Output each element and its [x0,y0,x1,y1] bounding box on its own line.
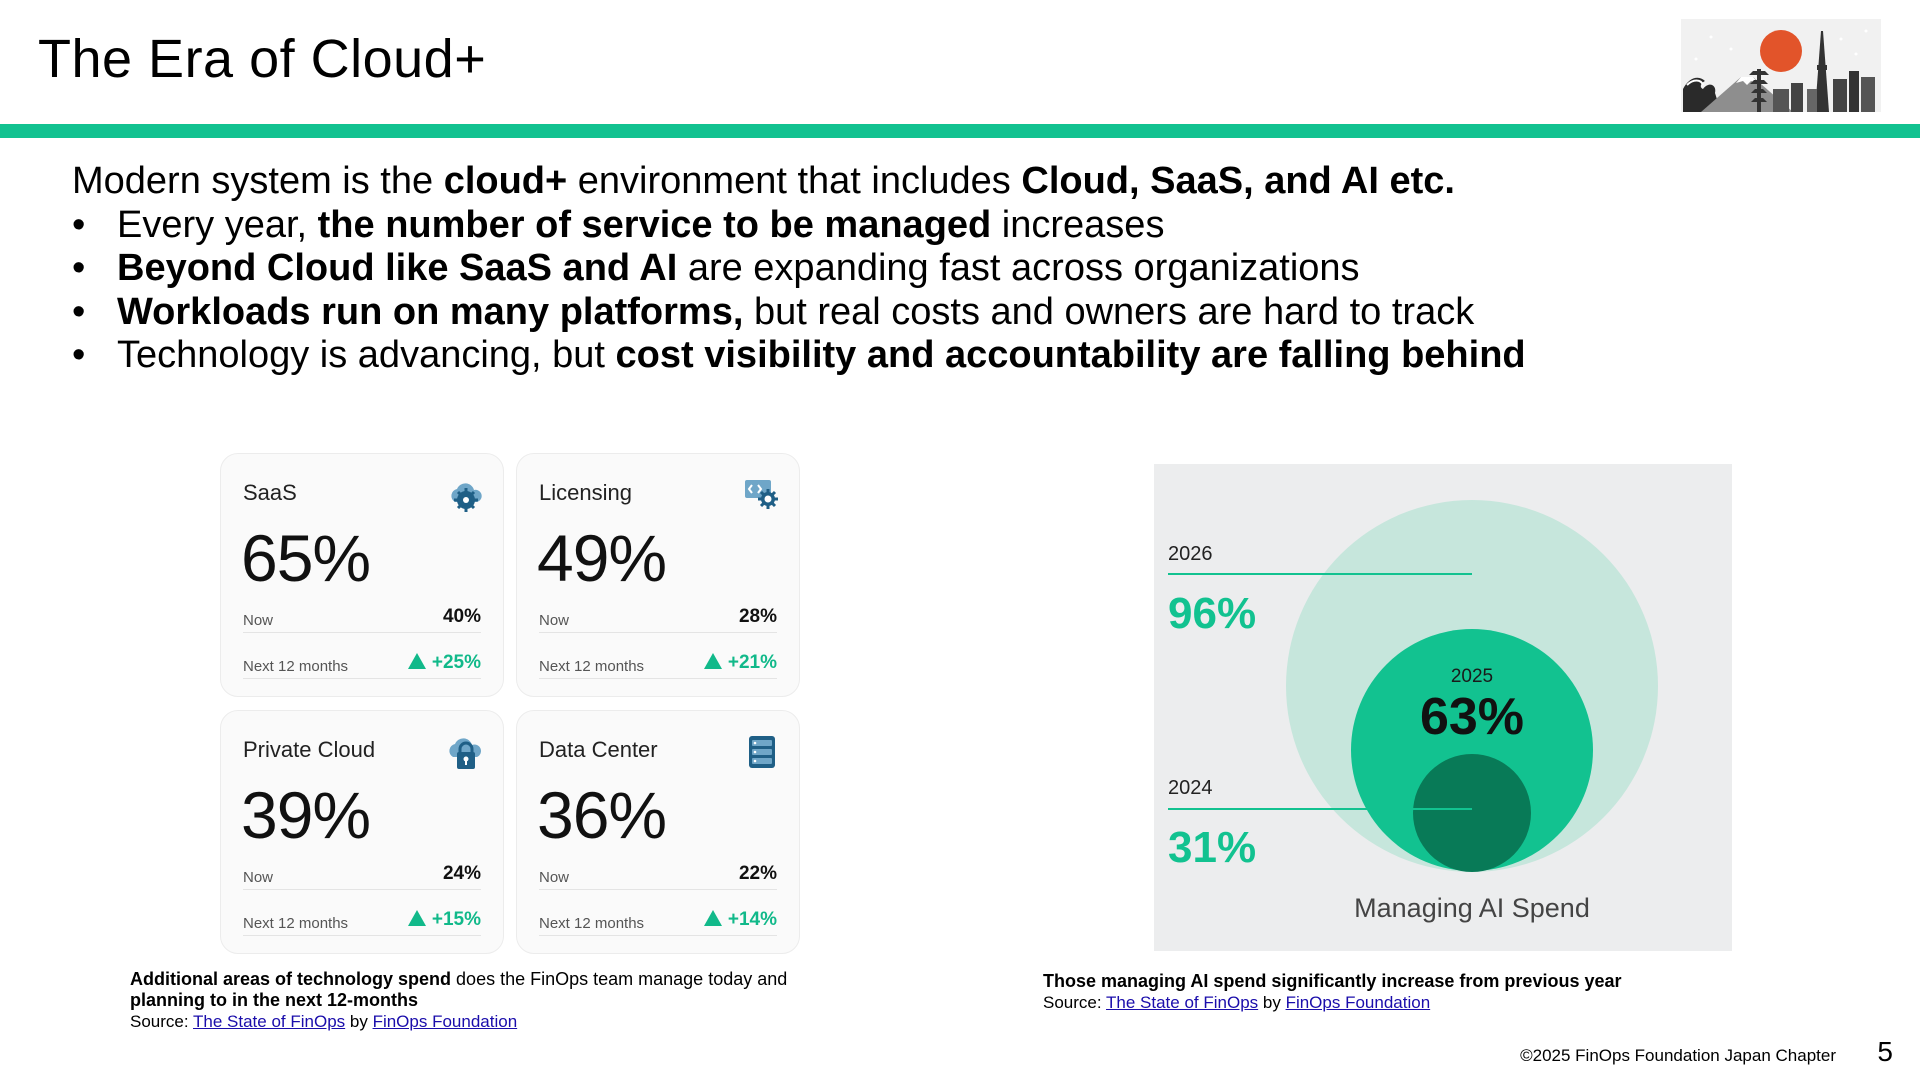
lead-bold: cloud+ [443,160,568,202]
year-2025: 2025 [1451,666,1493,687]
ai-spend-panel: 2026 96% 2025 63% 2024 31% Managing AI S… [1154,464,1732,951]
now-value: 22% [738,863,777,884]
now-label: Now [539,869,570,886]
card-private-cloud: Private Cloud 39% Now 24% Next 12 months… [220,710,504,954]
card-name: Private Cloud [243,737,376,762]
now-row: Now 40% [243,606,481,633]
caption-bold: Those managing AI spend significantly in… [1043,971,1622,991]
year-2026: 2026 [1168,543,1213,565]
bullet-item: • Workloads run on many platforms, but re… [72,290,1475,333]
now-row: Now 22% [539,863,777,890]
now-label: Now [243,612,274,629]
state-of-finops-link[interactable]: The State of FinOps [193,1012,346,1031]
card-data-center: Data Center 36% Now 22% Next 12 months +… [516,710,800,954]
circle-2025 [1351,629,1593,871]
now-label: Now [243,869,274,886]
slide-title: The Era of Cloud+ [38,29,487,89]
next-label: Next 12 months [539,658,645,675]
caption-text: does the FinOps team manage today and [451,969,788,989]
card-name: Licensing [539,480,632,505]
next-row: Next 12 months +15% [243,909,481,936]
next-value: +15% [431,909,481,930]
server-icon [743,733,781,771]
now-value: 28% [738,606,777,627]
next-row: Next 12 months +21% [539,652,777,679]
caption-source: Source: The State of FinOps by FinOps Fo… [130,1012,518,1031]
card-percent: 49% [537,521,667,595]
circle-2024 [1413,754,1531,872]
intro-bullets: • Every year, the number of service to be… [72,204,1526,378]
next-value-wrap: +21% [703,652,777,674]
accent-bar [0,124,1920,138]
value-2024: 31% [1168,823,1256,872]
year-2024: 2024 [1168,777,1213,799]
card-percent: 36% [537,778,667,852]
left-caption: Additional areas of technology spend doe… [130,969,890,1032]
card-saas: SaaS 65% Now 40% Next 12 months +25% [220,453,504,697]
bullet-item: • Beyond Cloud like SaaS and AI are expan… [72,247,1360,289]
bullet-item: • Technology is advancing, but cost visib… [72,334,1526,376]
card-licensing: Licensing 49% Now 28% Next 12 months +21… [516,453,800,697]
cloud-lock-icon [447,733,485,771]
bullet-item: • Every year, the number of service to be… [72,203,1165,246]
next-value-wrap: +25% [407,652,481,674]
next-row: Next 12 months +14% [539,909,777,936]
next-value-wrap: +15% [407,909,481,931]
ai-spend-label: Managing AI Spend [1354,893,1590,923]
next-value: +21% [727,652,777,673]
japan-skyline-logo [1681,19,1881,112]
next-row: Next 12 months +25% [243,652,481,679]
now-row: Now 28% [539,606,777,633]
card-name: SaaS [243,480,297,505]
lead-text: Modern system is the [72,160,444,202]
finops-foundation-link[interactable]: FinOps Foundation [372,1012,518,1031]
up-triangle-icon [407,653,426,669]
up-triangle-icon [703,910,722,926]
page-number: 5 [1877,1036,1893,1067]
license-gear-icon [743,476,781,514]
card-percent: 65% [241,521,371,595]
intro-text: Modern system is the cloud+ environment … [72,160,1526,378]
next-label: Next 12 months [243,915,349,932]
card-percent: 39% [241,778,371,852]
lead-bold: Cloud, SaaS, and AI etc. [1021,160,1455,202]
caption-bold: Additional areas of technology spend [130,969,452,989]
cloud-gear-icon [447,476,485,514]
next-value: +25% [431,652,481,673]
lead-text: environment that includes [567,160,1022,202]
intro-lead: Modern system is the cloud+ environment … [72,160,1526,204]
up-triangle-icon [407,910,426,926]
now-row: Now 24% [243,863,481,890]
now-value: 40% [442,606,481,627]
right-caption: Those managing AI spend significantly in… [1043,971,1763,1013]
caption-bold: planning to in the next 12-months [130,990,418,1010]
card-name: Data Center [539,737,658,762]
now-label: Now [539,612,570,629]
now-value: 24% [442,863,481,884]
next-value-wrap: +14% [703,909,777,931]
value-2025: 63% [1420,688,1524,746]
finops-foundation-link[interactable]: FinOps Foundation [1285,993,1431,1012]
next-value: +14% [727,909,777,930]
state-of-finops-link[interactable]: The State of FinOps [1106,993,1259,1012]
footer-copyright: ©2025 FinOps Foundation Japan Chapter [1520,1046,1836,1065]
value-2026: 96% [1168,589,1256,638]
caption-source: Source: The State of FinOps by FinOps Fo… [1043,993,1431,1012]
next-label: Next 12 months [539,915,645,932]
up-triangle-icon [703,653,722,669]
next-label: Next 12 months [243,658,349,675]
